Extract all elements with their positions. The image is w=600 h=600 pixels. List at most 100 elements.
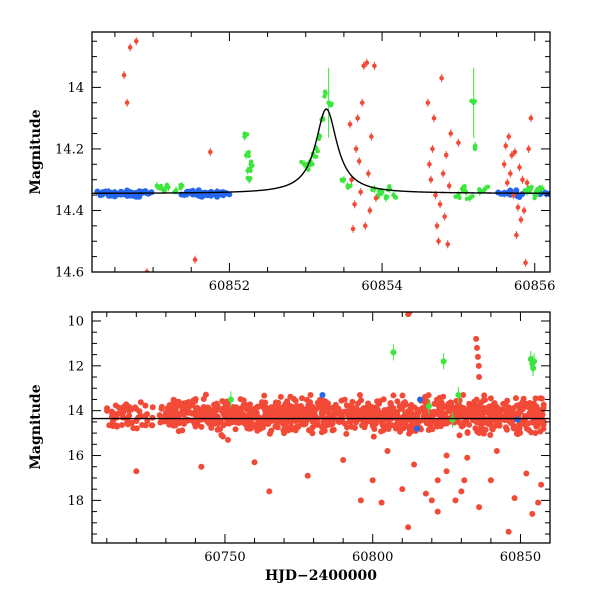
red-data-point xyxy=(371,426,378,433)
red-data-point xyxy=(304,472,311,479)
red-data-point xyxy=(474,353,481,360)
red-data-point xyxy=(528,115,534,121)
red-data-point xyxy=(219,408,226,415)
y-axis-label: Magnitude xyxy=(28,109,44,194)
red-data-point xyxy=(484,408,491,415)
red-data-point xyxy=(149,404,156,411)
red-data-point xyxy=(235,419,242,426)
red-data-point xyxy=(388,401,395,408)
red-data-point xyxy=(142,402,149,409)
red-data-point xyxy=(287,393,294,400)
red-data-point xyxy=(266,488,273,495)
green-data-point xyxy=(250,163,255,168)
red-data-point xyxy=(536,413,543,420)
red-data-point xyxy=(456,432,463,439)
green-data-point xyxy=(328,103,334,108)
red-data-point xyxy=(258,399,265,406)
green-data-point xyxy=(522,188,528,193)
red-data-point xyxy=(430,419,437,426)
red-data-point xyxy=(466,421,473,428)
red-data-point xyxy=(198,463,205,470)
red-data-point xyxy=(192,398,199,405)
red-data-point xyxy=(357,497,364,504)
green-data-point xyxy=(248,168,253,174)
red-data-point xyxy=(513,402,520,409)
green-data-point xyxy=(299,159,304,165)
red-data-point xyxy=(513,430,520,437)
red-data-point xyxy=(232,426,239,433)
green-data-point xyxy=(248,159,254,164)
red-data-point xyxy=(528,404,535,411)
red-data-point xyxy=(474,344,481,351)
red-data-point xyxy=(307,391,314,398)
red-data-point xyxy=(367,208,373,213)
red-data-point xyxy=(366,171,371,176)
red-data-point xyxy=(349,398,356,405)
red-data-point xyxy=(475,362,482,369)
red-data-point xyxy=(511,495,518,502)
red-data-point xyxy=(503,426,510,433)
red-data-point xyxy=(461,477,468,484)
y-tick-label: 10 xyxy=(67,314,84,329)
red-data-point xyxy=(284,410,291,417)
red-data-point xyxy=(216,417,223,424)
red-data-point xyxy=(455,402,462,409)
red-data-point xyxy=(481,392,488,399)
red-data-point xyxy=(422,490,429,497)
red-data-point xyxy=(252,405,259,412)
red-data-point xyxy=(528,429,535,436)
red-data-point xyxy=(434,508,441,515)
red-data-point xyxy=(402,401,409,408)
red-data-point xyxy=(118,421,125,428)
red-data-point xyxy=(364,60,370,66)
red-data-point xyxy=(388,422,395,429)
red-data-point xyxy=(278,419,285,426)
red-data-point xyxy=(487,431,494,438)
y-tick-label: 14.4 xyxy=(55,204,84,219)
red-data-point xyxy=(361,424,368,431)
red-data-point xyxy=(437,202,443,207)
red-data-point xyxy=(476,374,483,381)
green-data-point xyxy=(339,177,344,182)
green-data-point xyxy=(163,185,168,191)
red-data-point xyxy=(364,405,371,412)
red-data-point xyxy=(233,408,240,415)
green-data-point xyxy=(158,183,164,189)
red-data-point xyxy=(359,100,365,106)
red-data-point xyxy=(480,396,487,403)
red-data-point xyxy=(247,401,254,408)
red-data-point xyxy=(362,223,368,229)
red-data-point xyxy=(503,408,510,415)
red-data-point xyxy=(460,404,467,411)
red-data-point xyxy=(200,404,207,411)
blue-data-point xyxy=(414,425,421,432)
blue-data-point xyxy=(514,416,521,423)
model-curve xyxy=(92,108,550,194)
green-data-point xyxy=(461,187,466,192)
y-tick-label: 14 xyxy=(67,81,84,96)
red-data-point xyxy=(222,401,229,408)
red-data-point xyxy=(518,217,524,222)
red-data-point xyxy=(476,429,483,436)
y-tick-label: 16 xyxy=(67,449,84,464)
red-data-point xyxy=(436,238,441,244)
red-data-point xyxy=(501,162,507,167)
red-data-point xyxy=(439,75,444,81)
red-data-point xyxy=(469,408,476,415)
red-data-point xyxy=(331,409,338,416)
red-data-point xyxy=(369,134,374,139)
red-data-point xyxy=(434,423,441,430)
green-data-point xyxy=(348,183,353,188)
red-data-point xyxy=(384,448,391,455)
red-data-point xyxy=(109,412,116,419)
red-data-point xyxy=(310,418,317,425)
red-data-point xyxy=(443,420,450,427)
green-data-point xyxy=(425,403,432,410)
red-data-point xyxy=(400,425,407,432)
red-data-point xyxy=(373,195,379,201)
red-data-point xyxy=(281,430,288,437)
red-data-point xyxy=(256,425,263,432)
red-data-point xyxy=(428,177,434,182)
y-axis-label: Magnitude xyxy=(28,384,44,469)
green-data-point xyxy=(377,188,382,193)
